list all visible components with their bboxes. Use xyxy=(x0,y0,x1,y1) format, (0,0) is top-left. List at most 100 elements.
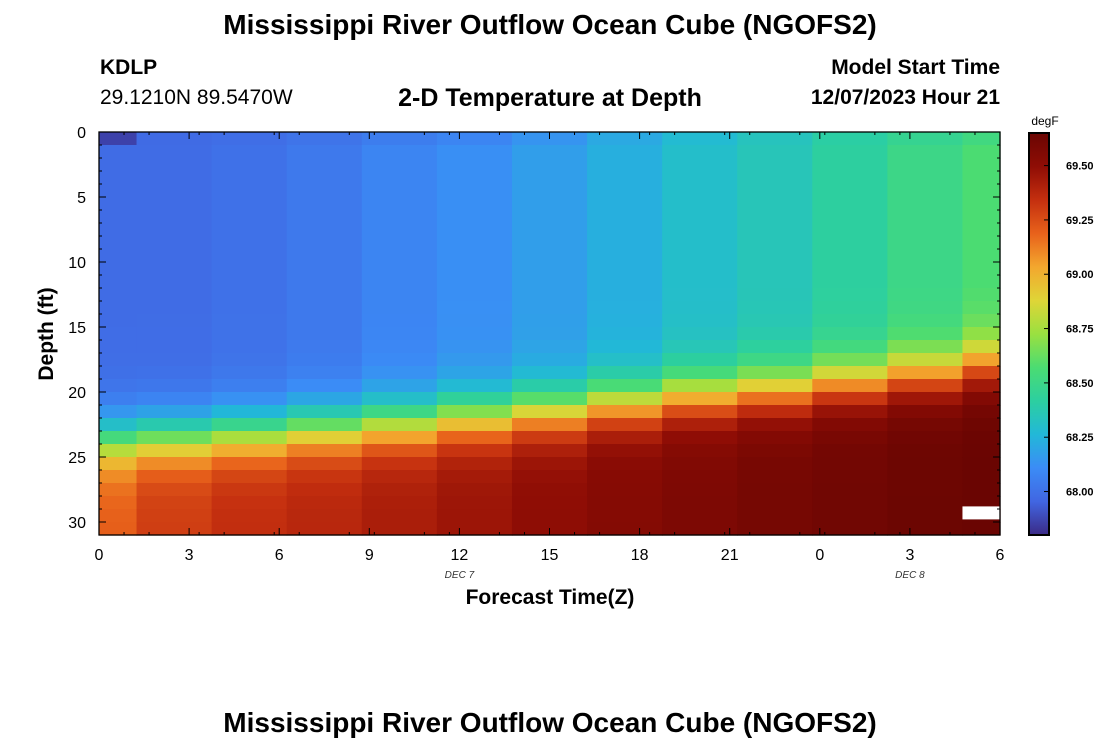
heatmap-cell xyxy=(136,340,213,354)
heatmap-cell xyxy=(737,418,813,432)
heatmap-cell xyxy=(99,288,138,302)
heatmap-cell xyxy=(286,379,363,393)
heatmap-cell xyxy=(662,171,738,185)
heatmap-cell xyxy=(887,366,964,380)
heatmap-cell xyxy=(511,379,588,393)
heatmap-cell xyxy=(211,171,288,185)
heatmap-cell xyxy=(511,210,588,224)
heatmap-cell xyxy=(436,470,513,484)
heatmap-cell xyxy=(136,418,213,432)
heatmap-cell xyxy=(286,483,363,497)
heatmap-cell xyxy=(887,379,964,393)
heatmap-cell xyxy=(887,223,964,237)
heatmap-cell xyxy=(136,197,213,211)
heatmap-cell xyxy=(812,405,888,419)
heatmap-cell xyxy=(286,457,363,471)
colorbar-tick-label: 68.50 xyxy=(1066,378,1094,390)
heatmap-cell xyxy=(99,457,138,471)
heatmap-cell xyxy=(211,418,288,432)
heatmap-cell xyxy=(962,392,1001,406)
heatmap-cell xyxy=(436,262,513,276)
heatmap-cell xyxy=(812,184,888,198)
heatmap-cell xyxy=(361,236,438,250)
heatmap-cell xyxy=(99,509,138,523)
heatmap-cell xyxy=(737,522,813,536)
heatmap-cell xyxy=(662,301,738,315)
heatmap-cell xyxy=(737,379,813,393)
heatmap-cell xyxy=(737,249,813,263)
heatmap-cell xyxy=(211,223,288,237)
heatmap-cell xyxy=(887,197,964,211)
heatmap-cell xyxy=(286,418,363,432)
heatmap-cell xyxy=(587,392,663,406)
heatmap-cell xyxy=(962,522,1001,536)
heatmap-cell xyxy=(361,132,438,146)
heatmap-cell xyxy=(436,249,513,263)
heatmap-cell xyxy=(286,496,363,510)
heatmap-cell xyxy=(361,171,438,185)
heatmap-cell xyxy=(436,418,513,432)
heatmap-cell xyxy=(511,249,588,263)
heatmap-cell xyxy=(361,262,438,276)
heatmap-cell xyxy=(286,223,363,237)
x-tick-label: 3 xyxy=(185,547,194,564)
heatmap-cell xyxy=(737,236,813,250)
heatmap-cell xyxy=(662,431,738,445)
heatmap-cell xyxy=(361,470,438,484)
heatmap-cell xyxy=(286,444,363,458)
heatmap-cell xyxy=(286,288,363,302)
heatmap-cell xyxy=(511,184,588,198)
heatmap-cell xyxy=(587,158,663,172)
heatmap-cell xyxy=(99,197,138,211)
heatmap-cell xyxy=(662,262,738,276)
heatmap-cell xyxy=(812,379,888,393)
heatmap-cell xyxy=(436,275,513,289)
y-tick-label: 30 xyxy=(68,515,86,532)
heatmap-cell xyxy=(662,288,738,302)
heatmap-cell xyxy=(136,392,213,406)
heatmap-cell xyxy=(211,353,288,367)
heatmap-cell xyxy=(99,262,138,276)
x-tick-label: 15 xyxy=(541,547,559,564)
heatmap-cell xyxy=(587,470,663,484)
heatmap-cell xyxy=(511,470,588,484)
x-tick-label: 12 xyxy=(451,547,469,564)
x-tick-label: 6 xyxy=(275,547,284,564)
heatmap-cell xyxy=(436,288,513,302)
model-start-label: Model Start Time xyxy=(831,56,1000,79)
heatmap-cell xyxy=(962,405,1001,419)
heatmap-cell xyxy=(511,431,588,445)
heatmap-cell xyxy=(136,223,213,237)
heatmap-cell xyxy=(737,197,813,211)
heatmap-cell xyxy=(436,509,513,523)
heatmap-cell xyxy=(361,340,438,354)
heatmap-cell xyxy=(211,444,288,458)
heatmap-cell xyxy=(887,340,964,354)
heatmap-cell xyxy=(662,249,738,263)
heatmap-cell xyxy=(436,405,513,419)
heatmap-cell xyxy=(887,184,964,198)
heatmap-cell xyxy=(887,405,964,419)
heatmap-cell xyxy=(812,522,888,536)
x-tick-labels: 0 3 6 9 12 15 18 21 0 3 6 xyxy=(95,547,1005,564)
heatmap-cell xyxy=(361,392,438,406)
heatmap-cell xyxy=(136,249,213,263)
heatmap-cell xyxy=(211,197,288,211)
heatmap-cell xyxy=(737,431,813,445)
heatmap-cell xyxy=(361,249,438,263)
heatmap-cell xyxy=(361,379,438,393)
model-start-value: 12/07/2023 Hour 21 xyxy=(810,86,1000,109)
heatmap-cell xyxy=(211,132,288,146)
heatmap-cell xyxy=(361,405,438,419)
heatmap-cell xyxy=(587,197,663,211)
heatmap-cell xyxy=(812,418,888,432)
heatmap-cell xyxy=(662,197,738,211)
heatmap-cell xyxy=(962,210,1001,224)
heatmap-cell xyxy=(136,262,213,276)
heatmap-cell xyxy=(361,301,438,315)
heatmap-cell xyxy=(587,509,663,523)
heatmap-cell xyxy=(737,210,813,224)
heatmap-cell xyxy=(812,444,888,458)
heatmap-cell xyxy=(812,496,888,510)
heatmap-cell xyxy=(511,145,588,159)
